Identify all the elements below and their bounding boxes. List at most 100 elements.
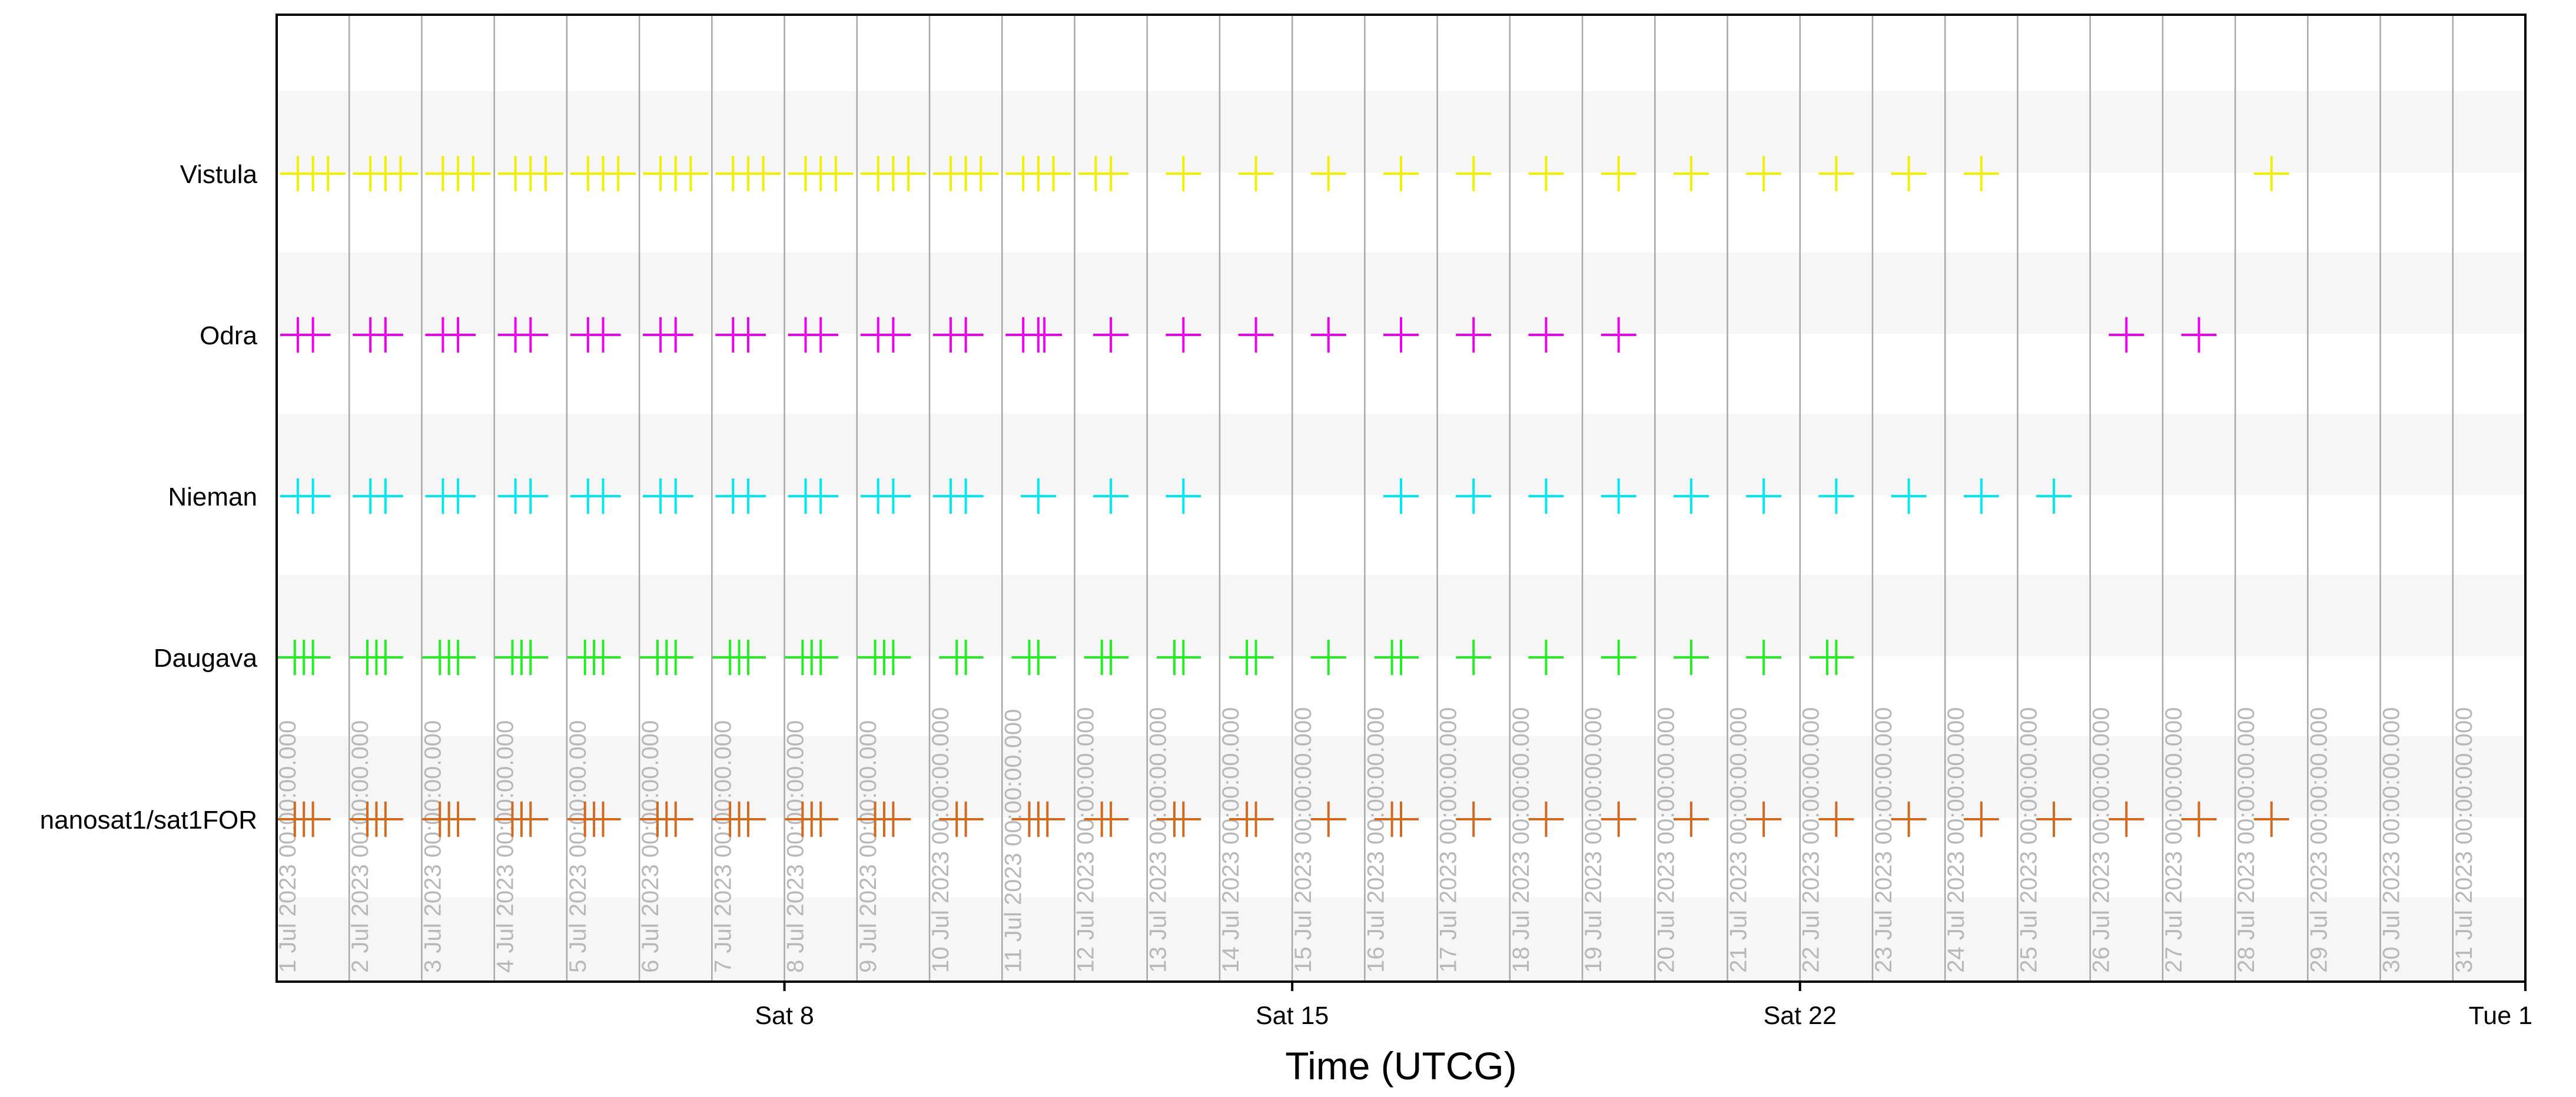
- event-marker: [1528, 640, 1564, 675]
- event-marker: [1166, 156, 1201, 191]
- event-marker: [1166, 640, 1201, 675]
- day-label: 29 Jul 2023 00:00:00.000: [2306, 707, 2332, 973]
- day-label: 19 Jul 2023 00:00:00.000: [1581, 707, 1606, 973]
- event-marker: [875, 640, 911, 675]
- event-marker: [295, 478, 331, 514]
- event-marker: [1166, 317, 1201, 353]
- event-marker: [1166, 802, 1201, 837]
- event-marker: [295, 640, 331, 675]
- event-marker: [440, 640, 476, 675]
- event-marker: [1746, 478, 1782, 514]
- event-marker: [1601, 156, 1636, 191]
- event-marker: [1963, 802, 1999, 837]
- day-labels: 1 Jul 2023 00:00:00.000 2 Jul 2023 00:00:…: [275, 707, 2477, 973]
- event-marker: [513, 640, 549, 675]
- event-marker: [1818, 156, 1854, 191]
- row-label: Daugava: [154, 644, 258, 673]
- event-marker: [527, 156, 563, 191]
- event-marker: [818, 156, 854, 191]
- event-marker: [1456, 640, 1492, 675]
- event-marker: [1238, 802, 1274, 837]
- day-label: 7 Jul 2023 00:00:00.000: [710, 720, 736, 973]
- event-marker: [730, 802, 766, 837]
- event-marker: [585, 640, 621, 675]
- day-label: 12 Jul 2023 00:00:00.000: [1073, 707, 1098, 973]
- x-tick-label: Sat 8: [755, 1002, 814, 1030]
- event-marker: [1456, 478, 1492, 514]
- event-marker: [1601, 802, 1636, 837]
- day-label: 22 Jul 2023 00:00:00.000: [1798, 707, 1824, 973]
- event-marker: [1383, 156, 1419, 191]
- event-marker: [875, 478, 911, 514]
- day-label: 3 Jul 2023 00:00:00.000: [420, 720, 446, 973]
- event-marker: [1601, 478, 1636, 514]
- event-marker: [803, 640, 839, 675]
- event-marker: [1818, 802, 1854, 837]
- event-marker: [1673, 640, 1709, 675]
- event-marker: [2253, 802, 2289, 837]
- x-axis-title: Time (UTCG): [1285, 1044, 1517, 1088]
- event-marker: [1673, 478, 1709, 514]
- event-marker: [513, 317, 549, 353]
- event-marker: [1746, 802, 1782, 837]
- event-marker: [948, 802, 984, 837]
- event-marker: [585, 802, 621, 837]
- day-label: 14 Jul 2023 00:00:00.000: [1218, 707, 1244, 973]
- event-marker: [730, 478, 766, 514]
- event-marker: [673, 156, 709, 191]
- day-label: 30 Jul 2023 00:00:00.000: [2379, 707, 2405, 973]
- day-label: 6 Jul 2023 00:00:00.000: [638, 720, 663, 973]
- event-marker: [963, 156, 999, 191]
- event-marker: [1528, 156, 1564, 191]
- event-marker: [1383, 478, 1419, 514]
- event-marker: [948, 478, 984, 514]
- event-marker: [1601, 640, 1636, 675]
- event-marker: [658, 317, 693, 353]
- event-marker: [1673, 802, 1709, 837]
- day-label: 20 Jul 2023 00:00:00.000: [1653, 707, 1679, 973]
- event-marker: [2109, 802, 2145, 837]
- row-label: Odra: [200, 321, 257, 350]
- event-marker: [2253, 156, 2289, 191]
- event-marker: [730, 640, 766, 675]
- event-marker: [1528, 317, 1564, 353]
- event-marker: [803, 478, 839, 514]
- event-marker: [367, 317, 403, 353]
- event-marker: [1891, 156, 1927, 191]
- day-gridlines: [348, 15, 2454, 982]
- event-marker: [1818, 640, 1854, 675]
- event-marker: [1238, 640, 1274, 675]
- event-marker: [745, 156, 781, 191]
- event-marker: [1528, 478, 1564, 514]
- day-label: 11 Jul 2023 00:00:00.000: [1000, 709, 1026, 973]
- event-marker: [658, 478, 693, 514]
- event-marker: [1310, 802, 1346, 837]
- event-marker: [1891, 802, 1927, 837]
- event-marker: [1093, 317, 1129, 353]
- day-label: 16 Jul 2023 00:00:00.000: [1363, 707, 1389, 973]
- row-label: Nieman: [168, 483, 257, 511]
- event-marker: [1238, 156, 1274, 191]
- event-marker: [585, 478, 621, 514]
- event-marker: [1093, 640, 1129, 675]
- event-marker: [1020, 478, 1056, 514]
- event-marker: [658, 802, 693, 837]
- event-marker: [1035, 156, 1071, 191]
- x-axis-ticks: Sat 8 Sat 15 Sat 22 Tue 1: [755, 982, 2532, 1030]
- day-label: 10 Jul 2023 00:00:00.000: [928, 707, 954, 973]
- event-marker: [295, 317, 331, 353]
- event-marker: [803, 802, 839, 837]
- event-marker: [1456, 317, 1492, 353]
- day-label: 8 Jul 2023 00:00:00.000: [783, 720, 809, 973]
- event-marker: [440, 317, 476, 353]
- event-marker: [2181, 802, 2217, 837]
- event-marker: [1963, 478, 1999, 514]
- event-marker: [2109, 317, 2145, 353]
- event-marker: [1238, 317, 1274, 353]
- row-labels: Vistula Odra Nieman Daugava nanosat1/sat1FOR: [40, 160, 258, 835]
- day-label: 31 Jul 2023 00:00:00.000: [2451, 707, 2477, 973]
- event-marker: [1601, 317, 1636, 353]
- event-marker: [1746, 640, 1782, 675]
- day-label: 23 Jul 2023 00:00:00.000: [1871, 707, 1897, 973]
- event-marker: [1310, 156, 1346, 191]
